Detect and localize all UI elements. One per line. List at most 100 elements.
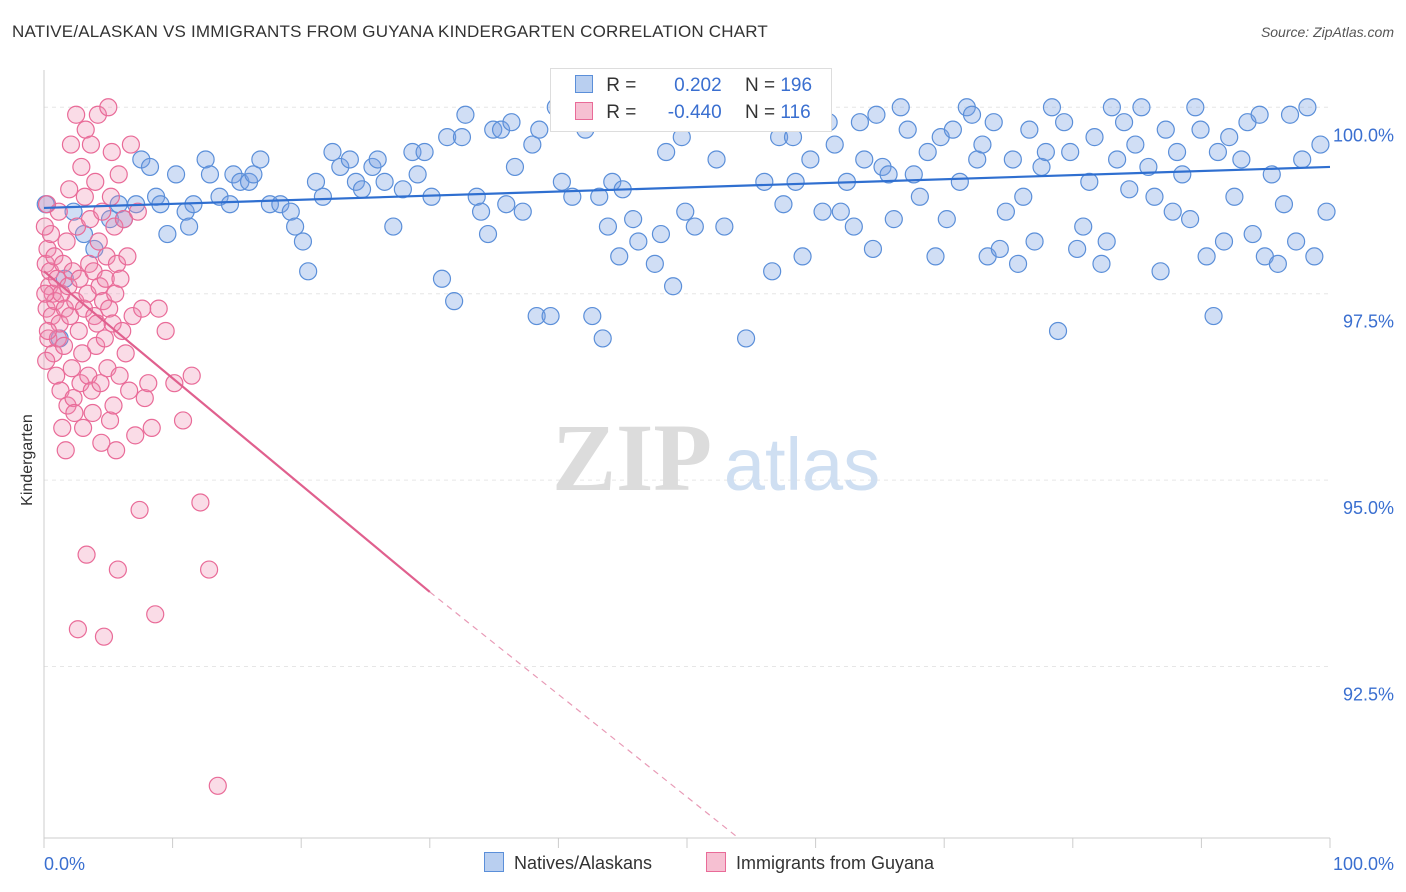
bottom-legend-guyana: Immigrants from Guyana bbox=[706, 852, 934, 874]
point-natives bbox=[867, 105, 886, 124]
point-guyana bbox=[85, 306, 104, 326]
point-natives bbox=[375, 172, 394, 191]
point-natives bbox=[1293, 150, 1312, 169]
trend-lines bbox=[43, 165, 1331, 839]
point-guyana bbox=[75, 187, 94, 206]
point-natives bbox=[904, 165, 923, 184]
point-natives bbox=[1197, 247, 1216, 266]
tick-labels: 92.5% 95.0% 97.5% 100.0% 0.0% 100.0% bbox=[44, 125, 1394, 874]
bottom-legend-swatch-guyana bbox=[706, 852, 726, 872]
legend-r-label: R = bbox=[606, 75, 637, 96]
point-natives bbox=[251, 150, 270, 169]
point-natives bbox=[1042, 98, 1062, 117]
point-natives bbox=[467, 187, 486, 206]
point-natives bbox=[1191, 120, 1210, 139]
point-natives bbox=[527, 306, 546, 326]
watermark-zip: ZIP bbox=[552, 404, 712, 511]
point-natives bbox=[598, 217, 618, 236]
watermark-atlas: atlas bbox=[724, 423, 880, 506]
point-natives bbox=[281, 202, 300, 221]
point-natives bbox=[1243, 224, 1262, 244]
bottom-legend-natives: Natives/Alaskans bbox=[484, 852, 652, 874]
point-guyana bbox=[103, 314, 122, 333]
point-guyana bbox=[123, 306, 142, 326]
point-natives bbox=[590, 187, 609, 206]
point-natives bbox=[891, 98, 910, 117]
point-guyana bbox=[102, 142, 121, 162]
legend-n-value-guyana: 116 bbox=[780, 102, 811, 123]
point-natives bbox=[1208, 142, 1228, 162]
point-guyana bbox=[109, 165, 128, 184]
point-natives bbox=[1080, 172, 1099, 191]
point-natives bbox=[1020, 120, 1039, 139]
point-guyana bbox=[91, 374, 110, 393]
point-natives bbox=[408, 165, 427, 184]
legend-row-natives: R = 0.202 N = 196 bbox=[575, 75, 812, 99]
point-natives bbox=[200, 165, 220, 184]
point-natives bbox=[1032, 157, 1051, 177]
point-natives bbox=[384, 217, 403, 236]
point-natives bbox=[1074, 217, 1093, 236]
point-guyana bbox=[69, 321, 88, 341]
point-natives bbox=[1008, 254, 1028, 273]
point-natives bbox=[220, 195, 240, 214]
point-natives bbox=[962, 105, 982, 124]
point-natives bbox=[1156, 120, 1175, 139]
point-guyana bbox=[36, 284, 55, 303]
point-natives bbox=[299, 262, 318, 281]
point-guyana bbox=[105, 217, 124, 236]
point-guyana bbox=[97, 247, 116, 266]
point-natives bbox=[286, 217, 305, 236]
point-guyana bbox=[81, 135, 101, 154]
point-natives bbox=[140, 157, 160, 177]
point-natives bbox=[346, 172, 366, 191]
x-tick-label: 100.0% bbox=[1333, 854, 1394, 874]
point-natives bbox=[1014, 187, 1033, 206]
point-natives bbox=[657, 142, 676, 162]
point-natives bbox=[1163, 202, 1182, 221]
point-guyana bbox=[60, 180, 79, 199]
point-natives bbox=[996, 202, 1015, 221]
point-guyana bbox=[139, 374, 158, 393]
legend-n-label: N = bbox=[744, 75, 776, 96]
point-guyana bbox=[72, 157, 91, 177]
point-natives bbox=[937, 210, 956, 229]
point-natives bbox=[1186, 98, 1205, 117]
point-natives bbox=[1048, 321, 1068, 341]
point-natives bbox=[950, 172, 969, 191]
point-natives bbox=[884, 210, 903, 229]
point-natives bbox=[990, 239, 1009, 259]
point-natives bbox=[224, 165, 243, 184]
point-natives bbox=[1305, 247, 1324, 266]
point-natives bbox=[943, 120, 962, 139]
point-natives bbox=[1132, 98, 1151, 117]
point-guyana bbox=[96, 269, 115, 288]
point-natives bbox=[813, 202, 832, 221]
series-guyana-points bbox=[35, 98, 227, 795]
point-guyana bbox=[56, 441, 75, 460]
correlation-legend: R = 0.202 N = 196 R = -0.440 N = 116 bbox=[550, 68, 832, 132]
point-guyana bbox=[37, 351, 56, 370]
point-natives bbox=[331, 157, 350, 177]
point-guyana bbox=[99, 98, 118, 117]
point-natives bbox=[452, 128, 472, 147]
point-natives bbox=[1232, 150, 1251, 169]
point-natives bbox=[1173, 165, 1192, 184]
point-natives bbox=[685, 217, 704, 236]
point-natives bbox=[1298, 98, 1317, 117]
point-natives bbox=[663, 277, 683, 296]
y-tick-label: 97.5% bbox=[1343, 312, 1394, 332]
point-guyana bbox=[46, 292, 65, 311]
point-natives bbox=[1250, 105, 1269, 124]
point-natives bbox=[541, 306, 560, 326]
point-guyana bbox=[110, 366, 129, 385]
point-guyana bbox=[87, 314, 107, 333]
point-guyana bbox=[88, 105, 107, 124]
point-natives bbox=[491, 120, 511, 139]
point-natives bbox=[1120, 180, 1139, 199]
point-guyana bbox=[48, 329, 68, 348]
point-natives bbox=[1108, 150, 1127, 169]
point-natives bbox=[1061, 142, 1080, 162]
point-guyana bbox=[64, 388, 83, 408]
point-natives bbox=[244, 165, 263, 184]
